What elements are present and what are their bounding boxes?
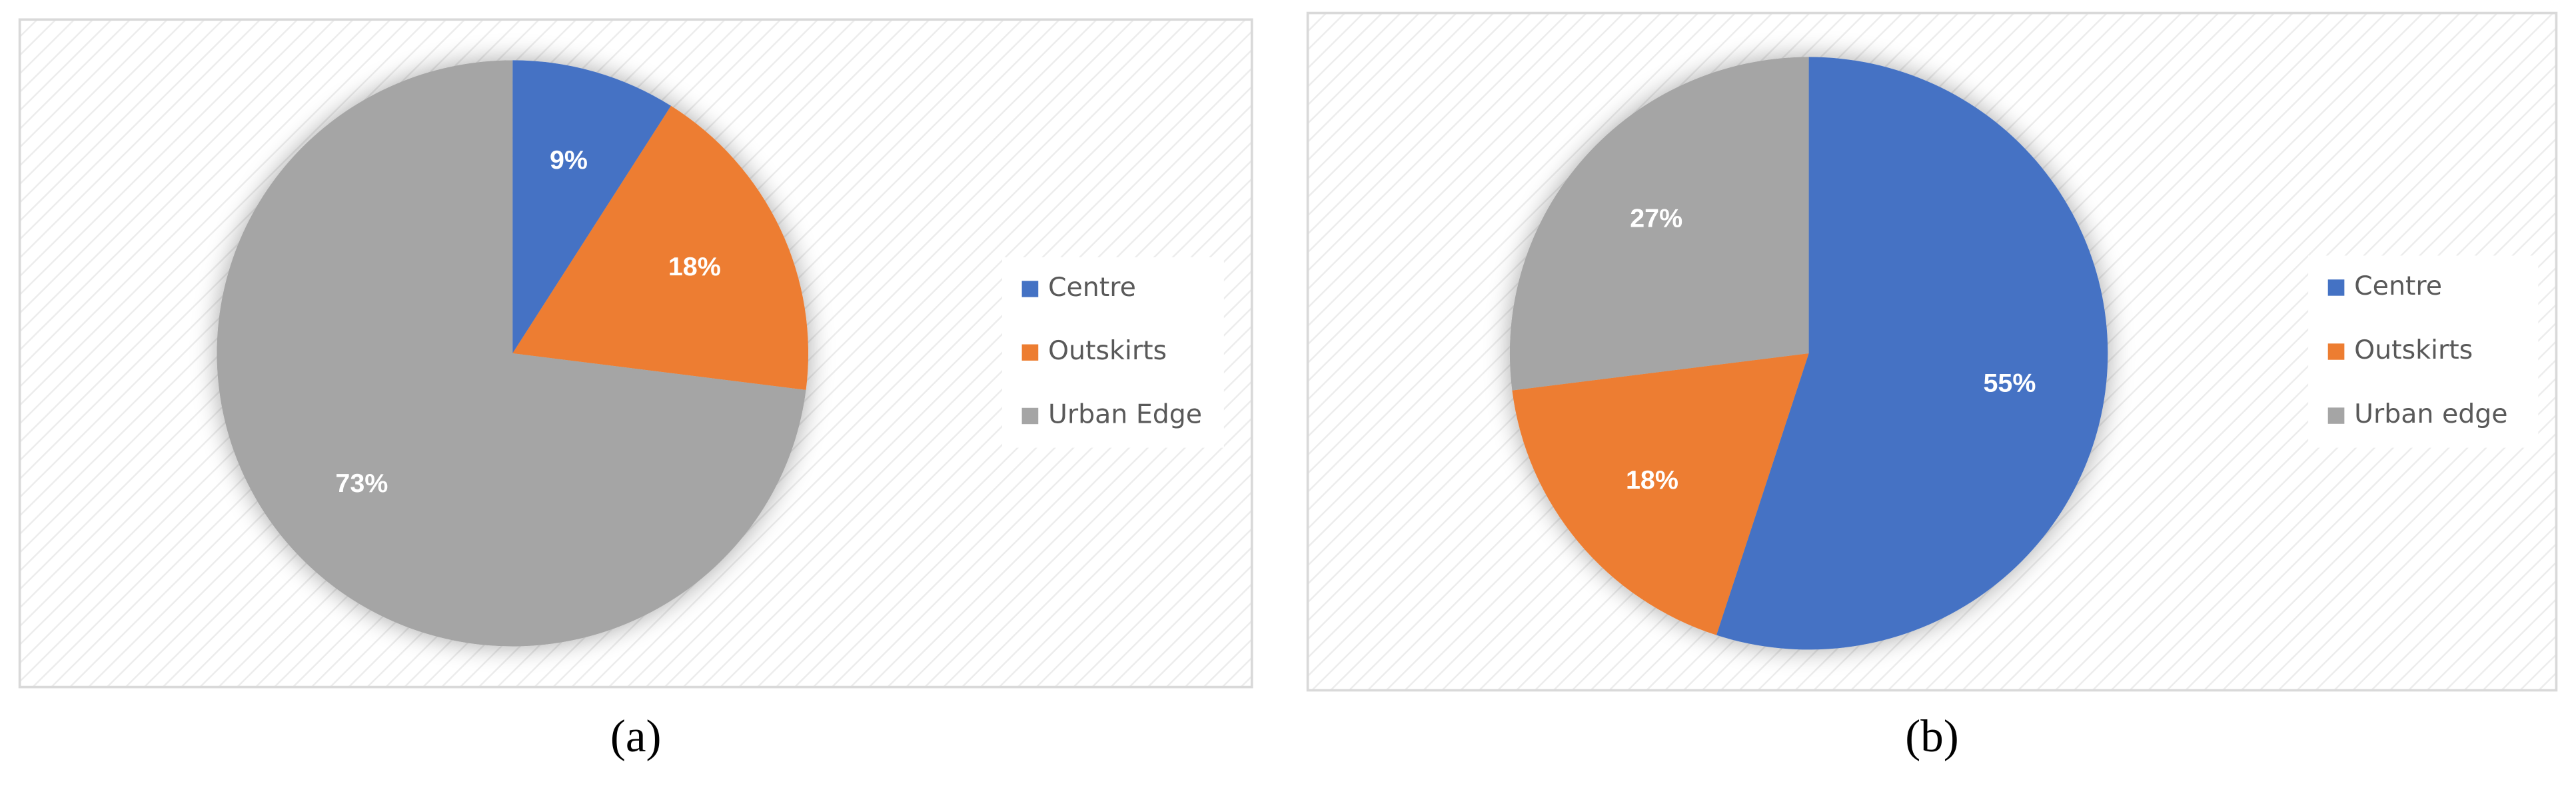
legend-swatch (1021, 344, 1039, 361)
legend-swatch (2327, 407, 2345, 424)
data-label: 9% (550, 145, 588, 175)
legend-swatch (2327, 343, 2345, 360)
legend-label: Centre (1048, 273, 1136, 303)
legend-label: Urban edge (2354, 399, 2507, 429)
pie-slice (1512, 353, 1809, 635)
legend-box (2308, 255, 2539, 448)
data-label: 55% (1983, 369, 2036, 398)
pie-slice (512, 60, 672, 353)
pie-slice (1716, 57, 2108, 650)
legend-label: Centre (2354, 271, 2442, 301)
pie-chart: 9% 18% 73% Centre Outskirts Urban Edge (a) (18, 18, 1253, 761)
legend-box (1001, 257, 1224, 448)
data-label: 18% (1626, 465, 1678, 495)
data-label: 27% (1630, 204, 1682, 233)
pie-slice (1509, 57, 1809, 391)
pie-chart: 55% 18% 27% Centre Outskirts Urban edge (b) (1306, 11, 2558, 761)
pie (1509, 57, 2108, 650)
pie-slice (512, 105, 809, 391)
legend-label: Urban Edge (1048, 400, 1202, 430)
legend-swatch (1021, 407, 1039, 425)
data-label: 73% (335, 469, 388, 498)
pie (217, 60, 809, 647)
data-label: 18% (668, 252, 721, 281)
legend-label: Outskirts (1048, 336, 1167, 366)
legend-label: Outskirts (2354, 335, 2473, 365)
pie-slice (217, 60, 806, 647)
legend-swatch (2327, 279, 2345, 296)
caption: (b) (1905, 711, 1958, 761)
caption: (a) (610, 711, 662, 761)
legend-swatch (1021, 281, 1039, 297)
